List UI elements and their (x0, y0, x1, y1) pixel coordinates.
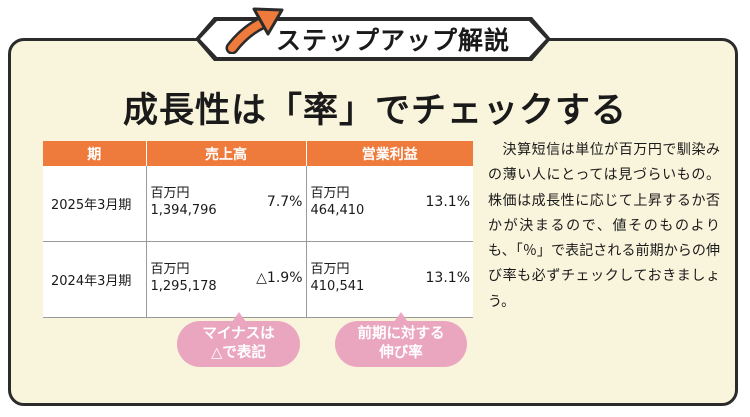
sales-rate: △1.9% (256, 270, 303, 286)
sales-rate: 7.7% (266, 194, 303, 210)
banner-title: ステップアップ解説 (275, 26, 510, 55)
profit-cell: 百万円 410,541 13.1% (305, 241, 473, 318)
page-title: 成長性は「率」でチェックする (122, 91, 627, 131)
callout-growth-line2: 伸び率 (379, 345, 423, 361)
sales-cell: 百万円 1,295,178 △1.9% (145, 241, 306, 318)
sales-cell: 百万円 1,394,796 7.7% (145, 166, 306, 242)
profit-value: 410,541 (310, 279, 365, 294)
profit-cell: 百万円 464,410 13.1% (305, 166, 473, 242)
period-cell: 2024年3月期 (43, 241, 146, 318)
financial-table: 期 売上高 営業利益 2025年3月期 百万円 1,394,796 7.7% 百… (43, 141, 473, 318)
profit-rate: 13.1% (425, 194, 470, 210)
table-row: 2025年3月期 百万円 1,394,796 7.7% 百万円 464,410 … (43, 166, 473, 242)
callout-growth: 前期に対する 伸び率 (335, 312, 467, 367)
table-row: 2024年3月期 百万円 1,295,178 △1.9% 百万円 410,541… (43, 241, 473, 318)
profit-rate: 13.1% (425, 270, 470, 286)
section-banner: ステップアップ解説 (192, 14, 554, 64)
explanation-text: 決算短信は単位が百万円で馴染みの薄い人にとっては見づらいもの。株価は成長性に応じ… (488, 142, 720, 310)
header-profit: 営業利益 (305, 141, 473, 166)
unit-label: 百万円 (150, 186, 190, 201)
unit-label: 百万円 (150, 262, 190, 277)
header-sales: 売上高 (145, 141, 306, 166)
period-cell: 2025年3月期 (43, 166, 146, 242)
callout-minus-line2: △で表記 (211, 345, 266, 361)
sales-value: 1,295,178 (150, 279, 217, 294)
arrow-up-right-icon (225, 7, 284, 54)
unit-label: 百万円 (310, 262, 350, 277)
unit-label: 百万円 (310, 186, 350, 201)
callout-growth-line1: 前期に対する (357, 326, 445, 342)
profit-value: 464,410 (310, 203, 365, 218)
sales-value: 1,394,796 (150, 203, 217, 218)
header-period: 期 (43, 141, 146, 166)
callout-minus-line1: マイナスは (202, 326, 275, 342)
callout-minus: マイナスは △で表記 (177, 312, 300, 367)
